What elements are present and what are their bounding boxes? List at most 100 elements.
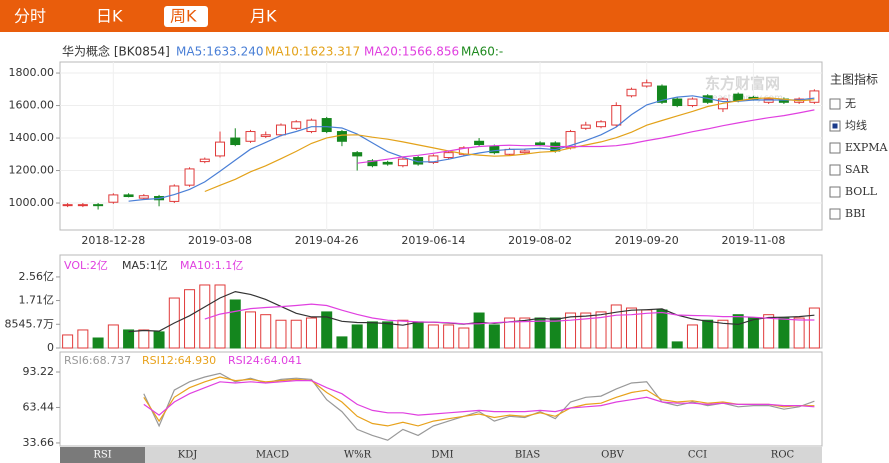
bottom-tab[interactable]: DMI (431, 450, 453, 461)
volume-bar (153, 331, 165, 349)
legend-entry: MA5:1633.240 (176, 45, 264, 59)
candle-body (443, 152, 454, 159)
candle-body (626, 88, 637, 97)
legend-entry: MA10:1623.317 (265, 45, 360, 59)
indicator-option[interactable]: BOLL (845, 185, 878, 198)
bottom-tab[interactable]: W%R (344, 450, 372, 461)
volume-bar (778, 317, 790, 349)
volume-bar (686, 324, 698, 349)
volume-bar (336, 336, 348, 349)
volume-bar (290, 319, 302, 349)
legend-entry: VOL:2亿 (64, 259, 108, 272)
y-tick-label: 0 (47, 341, 54, 354)
candle-body (382, 161, 393, 165)
volume-bar (397, 319, 409, 349)
bottom-tab-active[interactable] (60, 447, 145, 463)
volume-bar (549, 317, 561, 349)
candle-body (352, 152, 363, 157)
volume-ma-line (204, 303, 815, 325)
rsi-line (143, 372, 815, 441)
checkbox[interactable] (829, 98, 841, 110)
ma-line (204, 97, 815, 193)
volume-bar (275, 319, 287, 349)
candle-body (108, 194, 119, 203)
volume-bar (260, 314, 272, 349)
bottom-tab[interactable]: OBV (601, 450, 625, 461)
tab[interactable]: 月K (250, 7, 277, 26)
volume-bar (184, 289, 196, 349)
volume-bar (747, 317, 759, 349)
indicator-title: 主图指标 (830, 72, 878, 87)
ma-line (128, 95, 815, 202)
volume-bar (199, 284, 211, 349)
volume-bar (458, 327, 470, 349)
y-tick-label: 63.44 (23, 400, 55, 413)
checkbox[interactable] (829, 164, 841, 176)
candle-body (199, 158, 210, 163)
volume-bar (321, 311, 333, 349)
checkbox[interactable] (829, 142, 841, 154)
tab[interactable]: 分时 (14, 7, 46, 26)
x-tick-label: 2019-03-08 (188, 234, 252, 247)
volume-bar (473, 312, 485, 349)
candle-body (306, 119, 317, 133)
volume-bar (77, 329, 89, 349)
bottom-tab[interactable]: CCI (688, 450, 707, 461)
tab[interactable]: 周K (170, 7, 197, 26)
y-tick-label: 93.22 (23, 365, 55, 378)
stock-name: 华为概念 [BK0854] (62, 44, 170, 59)
rsi-line (143, 376, 815, 427)
watermark: 东方财富网 (705, 75, 780, 93)
legend-entry: MA5:1亿 (122, 259, 168, 272)
volume-bar (443, 324, 455, 349)
volume-bar (610, 304, 622, 349)
candle-body (809, 90, 820, 103)
tab-active-bg[interactable] (164, 6, 208, 27)
volume-bar (305, 317, 317, 349)
y-tick-label: 1200.00 (9, 164, 55, 177)
x-tick-label: 2019-04-26 (295, 234, 359, 247)
indicator-option[interactable]: BBI (845, 207, 866, 220)
tab[interactable]: 日K (96, 7, 123, 26)
volume-bar (519, 317, 531, 349)
indicator-option[interactable]: 无 (845, 97, 856, 110)
volume-bar (808, 307, 820, 349)
checkbox[interactable] (829, 186, 841, 198)
volume-bar (245, 311, 256, 349)
volume-bar (366, 321, 378, 349)
volume-bar (580, 312, 592, 349)
volume-bar (793, 317, 805, 349)
volume-bar (382, 321, 394, 349)
bottom-tab[interactable]: KDJ (178, 450, 198, 461)
candle-body (260, 134, 271, 137)
candle-body (672, 98, 683, 107)
volume-bar (107, 324, 119, 349)
volume-bar (565, 312, 577, 349)
candle-body (428, 155, 439, 163)
volume-bar (763, 314, 775, 349)
indicator-option[interactable]: EXPMA (845, 141, 889, 154)
bottom-tab[interactable]: ROC (771, 450, 795, 461)
volume-bar (717, 319, 729, 349)
indicator-option[interactable]: SAR (845, 163, 869, 176)
checkbox[interactable] (829, 208, 841, 220)
volume-bar (138, 329, 150, 349)
candle-body (291, 121, 302, 129)
watermark-site: eastmoney.com (712, 94, 783, 104)
candle-body (519, 150, 530, 154)
bottom-tab[interactable]: RSI (93, 450, 111, 461)
candle-body (62, 204, 73, 207)
indicator-option[interactable]: 均线 (845, 118, 867, 132)
volume-bar (702, 319, 714, 349)
bottom-tab[interactable]: BIAS (515, 450, 541, 461)
bottom-tab[interactable]: MACD (256, 450, 289, 461)
volume-bar (62, 334, 74, 349)
legend-entry: MA10:1.1亿 (180, 259, 243, 272)
candle-body (641, 82, 652, 87)
checkbox-check[interactable] (832, 123, 838, 129)
candle-body (656, 85, 667, 103)
candle-body (763, 98, 774, 103)
x-tick-label: 2019-09-20 (615, 234, 679, 247)
candle-body (687, 98, 698, 107)
